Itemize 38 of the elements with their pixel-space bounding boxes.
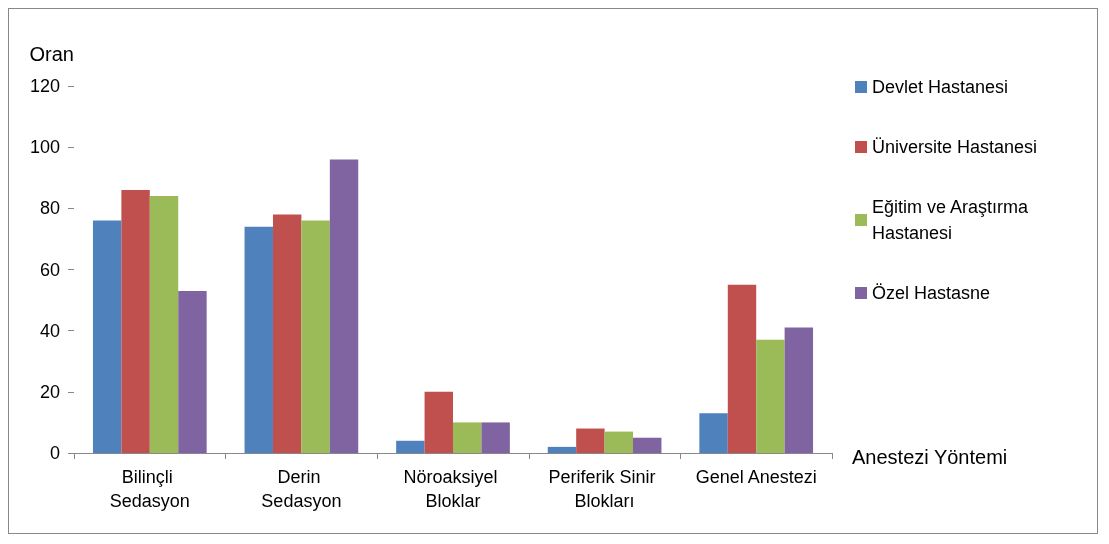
legend-label: Eğitim ve Araştırma Hastanesi bbox=[872, 197, 1034, 243]
y-tick-label: 80 bbox=[39, 198, 60, 219]
bar bbox=[604, 431, 634, 453]
bar bbox=[481, 422, 510, 453]
bar bbox=[244, 226, 273, 453]
y-tick-label: 60 bbox=[39, 259, 60, 280]
bar bbox=[424, 391, 453, 453]
bar bbox=[576, 428, 605, 453]
x-tick-label: Bilinçli Sedasyon bbox=[109, 467, 190, 511]
y-axis-title: Oran bbox=[29, 43, 74, 65]
x-tick-label: Periferik Sinir Blokları bbox=[548, 467, 661, 511]
y-tick-label: 0 bbox=[49, 443, 60, 463]
bar bbox=[149, 196, 179, 453]
y-tick-label: 100 bbox=[29, 137, 60, 158]
bar bbox=[92, 220, 122, 453]
legend-label: Üniversite Hastanesi bbox=[872, 137, 1038, 157]
legend-label: Özel Hastasne bbox=[872, 283, 991, 303]
bar bbox=[756, 339, 785, 453]
bar bbox=[329, 159, 359, 453]
bar bbox=[727, 284, 757, 453]
x-tick-label: Genel Anestezi bbox=[695, 467, 817, 487]
x-axis-title: Anestezi Yöntemi bbox=[852, 446, 1008, 468]
bar bbox=[178, 290, 207, 453]
bar bbox=[784, 327, 814, 453]
bar bbox=[453, 422, 482, 453]
y-tick-label: 120 bbox=[29, 76, 60, 96]
legend-label: Devlet Hastanesi bbox=[872, 77, 1009, 97]
x-tick-label: Derin Sedasyon bbox=[261, 467, 342, 511]
bar bbox=[699, 413, 728, 453]
bar bbox=[396, 440, 425, 453]
bar bbox=[121, 189, 150, 453]
bar bbox=[633, 437, 662, 453]
bar bbox=[272, 214, 302, 453]
x-tick-label: Nöroaksiyel Bloklar bbox=[403, 467, 503, 511]
bar bbox=[547, 446, 577, 453]
y-tick-label: 20 bbox=[39, 381, 60, 402]
bar bbox=[301, 220, 330, 453]
y-tick-label: 40 bbox=[39, 320, 60, 341]
